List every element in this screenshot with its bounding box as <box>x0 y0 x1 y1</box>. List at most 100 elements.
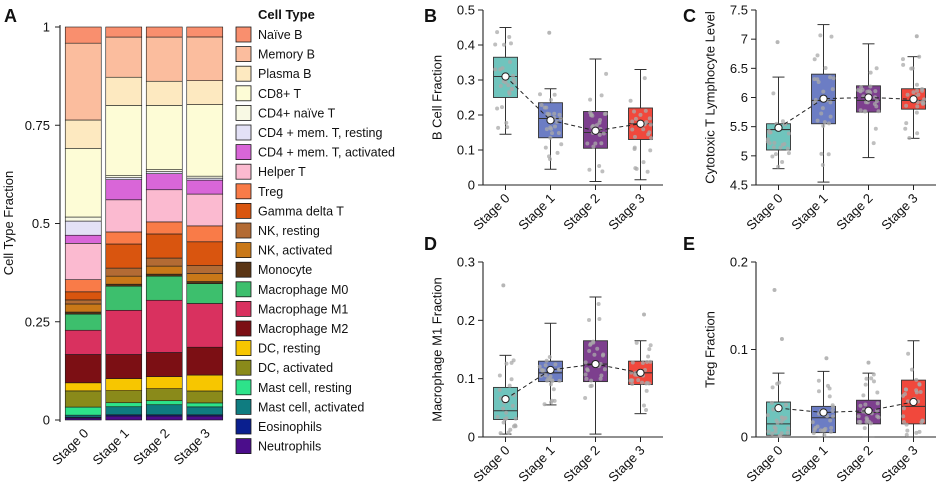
data-point <box>917 429 922 434</box>
legend-label: Macrophage M1 <box>258 302 348 316</box>
data-point <box>770 385 775 390</box>
data-point <box>498 83 503 88</box>
mean-trend-line <box>505 76 641 132</box>
bar-segment-gamma-delta-t <box>186 241 224 266</box>
legend-swatch <box>235 438 252 455</box>
data-point <box>599 373 604 378</box>
bar-segment-macrophage-m1 <box>64 329 102 355</box>
x-tick-label: Stage 0 <box>470 191 512 233</box>
data-point <box>505 125 510 130</box>
legend-label: Eosinophils <box>258 420 322 434</box>
data-point <box>820 163 825 168</box>
data-point <box>777 380 782 385</box>
legend-label: Memory B <box>258 48 315 62</box>
data-point <box>498 67 503 72</box>
data-point <box>511 358 516 363</box>
bar-segment-cd4-na-ve-t <box>64 216 102 222</box>
data-point <box>903 126 908 131</box>
data-point <box>821 89 826 94</box>
legend-swatch <box>235 359 252 376</box>
data-point <box>649 136 654 141</box>
bar-segment-macrophage-m1 <box>145 299 183 353</box>
data-point <box>907 136 912 141</box>
bar-segment-gamma-delta-t <box>145 233 183 259</box>
data-point <box>905 92 910 97</box>
data-point <box>597 132 602 137</box>
data-point <box>873 95 878 100</box>
data-point <box>783 402 788 407</box>
data-point <box>875 401 880 406</box>
data-point <box>771 145 776 150</box>
data-point <box>786 131 791 136</box>
legend-label: NK, resting <box>258 224 320 238</box>
data-point <box>769 400 774 405</box>
mean-marker <box>864 406 873 415</box>
bar-segment-neutrophils <box>186 415 224 421</box>
data-point <box>770 154 775 159</box>
data-point <box>634 340 639 345</box>
data-point <box>818 33 823 38</box>
data-point <box>645 380 650 385</box>
data-point <box>597 316 602 321</box>
bar-segment-dc-resting <box>186 374 224 392</box>
data-point <box>831 76 836 81</box>
data-point <box>871 379 876 384</box>
data-point <box>873 126 878 131</box>
data-point <box>868 421 873 426</box>
data-point <box>509 377 514 382</box>
data-point <box>633 116 638 121</box>
data-point <box>504 410 509 415</box>
y-tick-label: 7.5 <box>730 3 748 18</box>
y-tick-label-a: 0.5 <box>32 216 50 231</box>
data-point <box>856 414 861 419</box>
outlier-point <box>914 34 919 39</box>
bar-segment-monocyte <box>145 273 183 277</box>
bar-segment-dc-activated <box>145 388 183 402</box>
data-point <box>548 135 553 140</box>
data-point <box>858 108 863 113</box>
data-point <box>636 378 641 383</box>
data-point <box>513 416 518 421</box>
outlier-point <box>775 40 780 45</box>
bar-segment-dc-resting <box>105 378 143 391</box>
data-point <box>504 361 509 366</box>
mean-trend-line <box>778 96 914 129</box>
data-point <box>543 373 548 378</box>
bar-segment-monocyte <box>64 311 102 315</box>
legend-swatch <box>235 300 252 317</box>
data-point <box>858 419 863 424</box>
legend-swatch <box>235 46 252 62</box>
bar-segment-nk-activated <box>105 275 143 285</box>
legend-label: Mast cell, resting <box>258 381 352 395</box>
data-point <box>589 378 594 383</box>
data-point <box>641 160 646 165</box>
data-point <box>548 97 553 102</box>
panel-d: D 0 0.1 0.2 0.3 Macrophage M1 Fraction Stage 0… <box>424 234 663 485</box>
data-point <box>914 110 919 115</box>
data-point <box>537 364 542 369</box>
data-point <box>507 35 512 40</box>
data-point <box>647 116 652 121</box>
data-point <box>592 352 597 357</box>
data-point <box>646 132 651 137</box>
data-point <box>551 387 556 392</box>
data-point <box>785 430 790 435</box>
bar-segment-nk-resting <box>145 257 183 267</box>
legend-label: Macrophage M2 <box>258 322 348 336</box>
data-point <box>776 164 781 169</box>
data-point <box>914 82 919 87</box>
y-tick-label-a: 0 <box>43 413 50 428</box>
bar-segment-macrophage-m0 <box>186 283 224 304</box>
data-point <box>557 112 562 117</box>
data-point <box>602 367 607 372</box>
data-point <box>875 390 880 395</box>
data-point <box>786 426 791 431</box>
mean-marker <box>546 365 555 375</box>
x-tick-label: Stage 0 <box>470 443 512 485</box>
x-tick-label: Stage 3 <box>605 443 647 485</box>
data-point <box>828 418 833 423</box>
y-tick-label: 5.5 <box>730 119 748 134</box>
outlier-point <box>866 360 871 365</box>
data-point <box>555 119 560 124</box>
